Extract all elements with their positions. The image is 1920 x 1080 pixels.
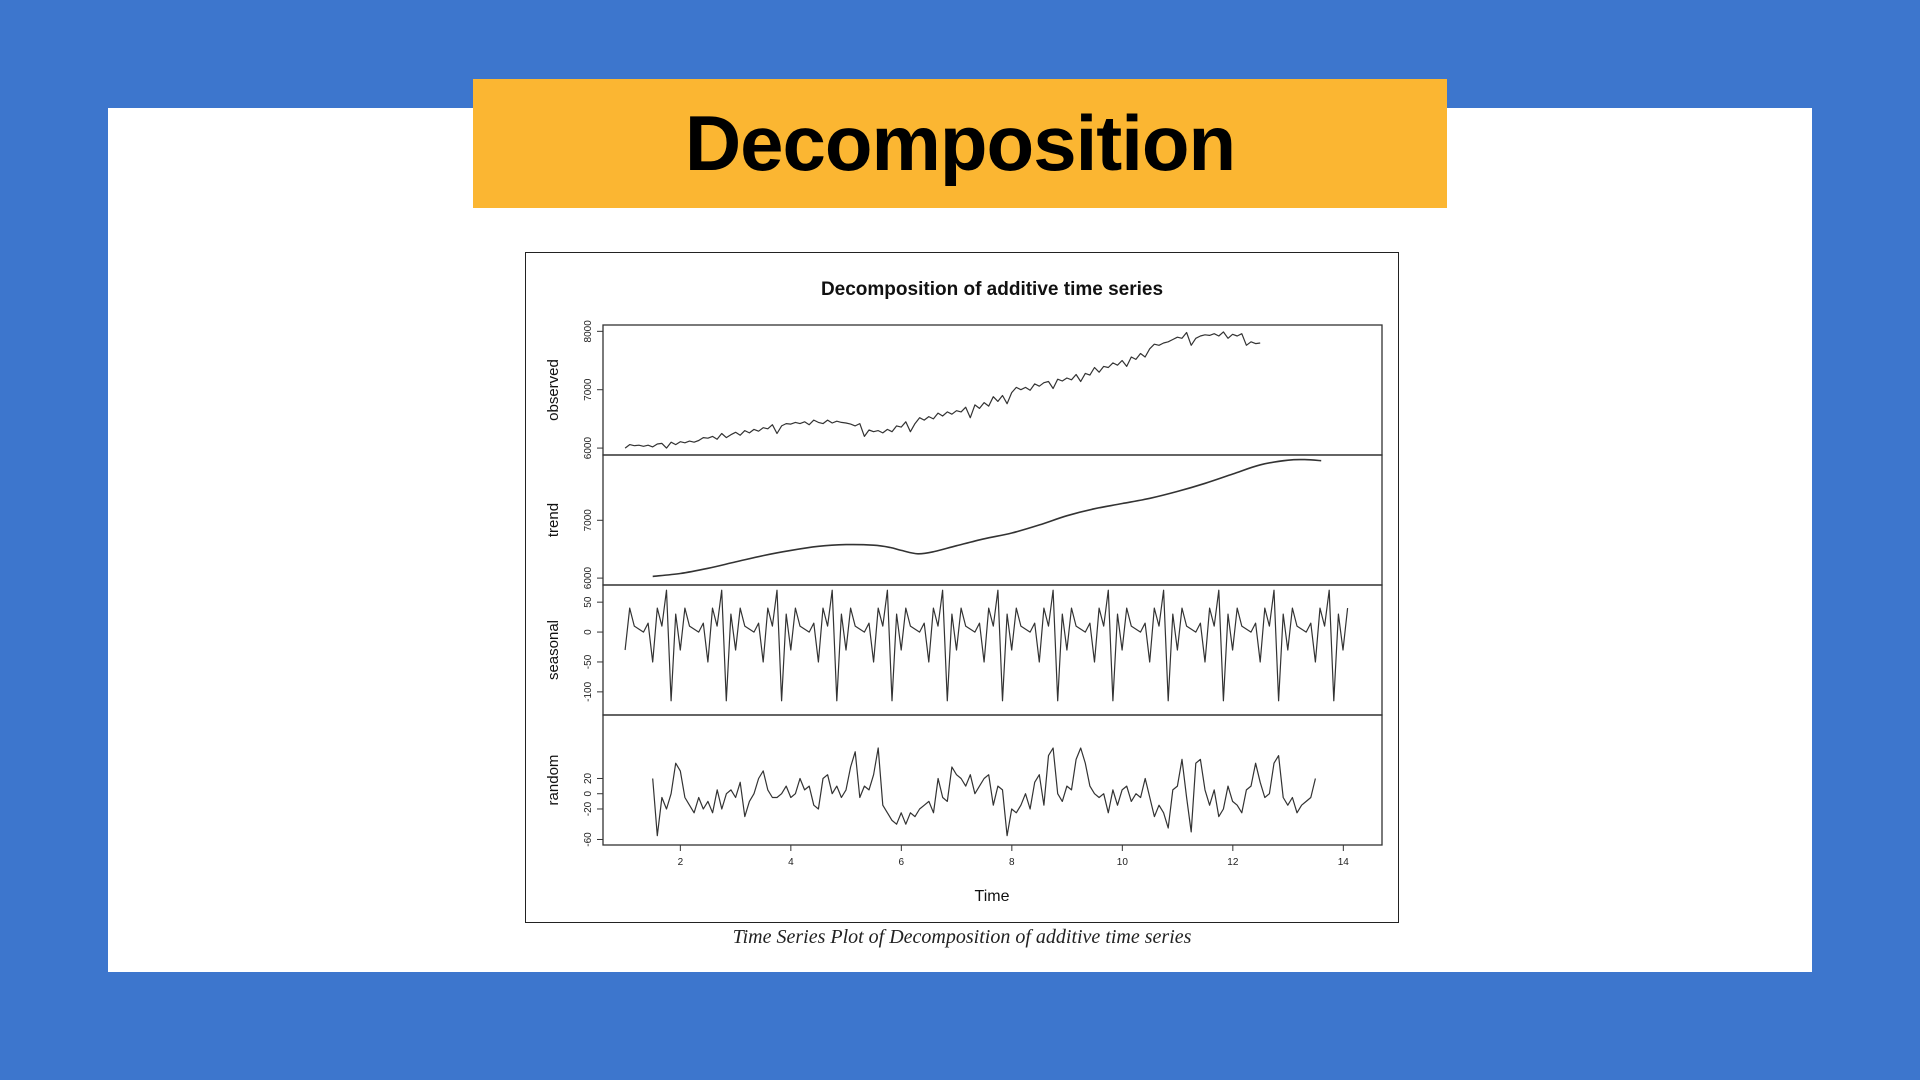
x-tick-label: 14 [1338, 857, 1350, 868]
series-line-observed [624, 331, 1261, 449]
y-tick-label-observed: 8000 [583, 320, 594, 343]
y-tick-label-trend: 6000 [583, 567, 594, 590]
panel-seasonal: 50 0 -50 -100 seasonal [545, 584, 1383, 716]
y-axis-label-seasonal: seasonal [545, 620, 562, 680]
x-tick-label: 4 [788, 857, 794, 868]
panel-trend: 6000 7000 trend [545, 454, 1383, 590]
figure-frame: Decomposition of additive time series 60… [525, 252, 1399, 923]
panel-frame-random [602, 714, 1383, 846]
slide-title: Decomposition [684, 99, 1236, 187]
y-tick-label-random: 0 [583, 791, 594, 797]
x-tick-label: 10 [1117, 857, 1129, 868]
series-line-seasonal [624, 589, 1349, 702]
y-axis-label-trend: trend [545, 503, 562, 537]
y-tick-label-seasonal: 50 [583, 596, 594, 608]
y-tick-label-random: -20 [583, 801, 594, 816]
figure-caption: Time Series Plot of Decomposition of add… [732, 926, 1192, 948]
y-axis-label-observed: observed [545, 359, 562, 421]
y-tick-label-seasonal: -100 [583, 681, 594, 701]
series-line-random [652, 747, 1316, 837]
x-tick-label: 12 [1227, 857, 1239, 868]
x-tick-label: 8 [1009, 857, 1015, 868]
y-tick-label-observed: 6000 [583, 437, 594, 460]
y-tick-label-observed: 7000 [583, 378, 594, 401]
y-tick-label-seasonal: -50 [583, 654, 594, 669]
y-tick-label-seasonal: 0 [583, 629, 594, 635]
decomposition-chart: Decomposition of additive time series 60… [545, 279, 1383, 905]
panels-layer: 6000 7000 8000 observed 6000 7000 trend 50 0 -50 -… [545, 320, 1383, 847]
panel-random: 20 0 -20 -60 random [545, 714, 1383, 847]
x-tick-label: 6 [899, 857, 905, 868]
y-axis-label-random: random [545, 755, 562, 806]
y-tick-label-random: -60 [583, 832, 594, 847]
x-axis-label: Time [975, 888, 1010, 905]
panel-observed: 6000 7000 8000 observed [545, 320, 1383, 460]
x-tick-label: 2 [678, 857, 684, 868]
y-tick-label-random: 20 [583, 772, 594, 784]
chart-title: Decomposition of additive time series [821, 279, 1163, 300]
series-line-trend [652, 458, 1322, 578]
title-banner: Decomposition [473, 79, 1447, 208]
y-tick-label-trend: 7000 [583, 509, 594, 532]
x-axis: 2 4 6 8 10 12 14 [678, 845, 1350, 868]
